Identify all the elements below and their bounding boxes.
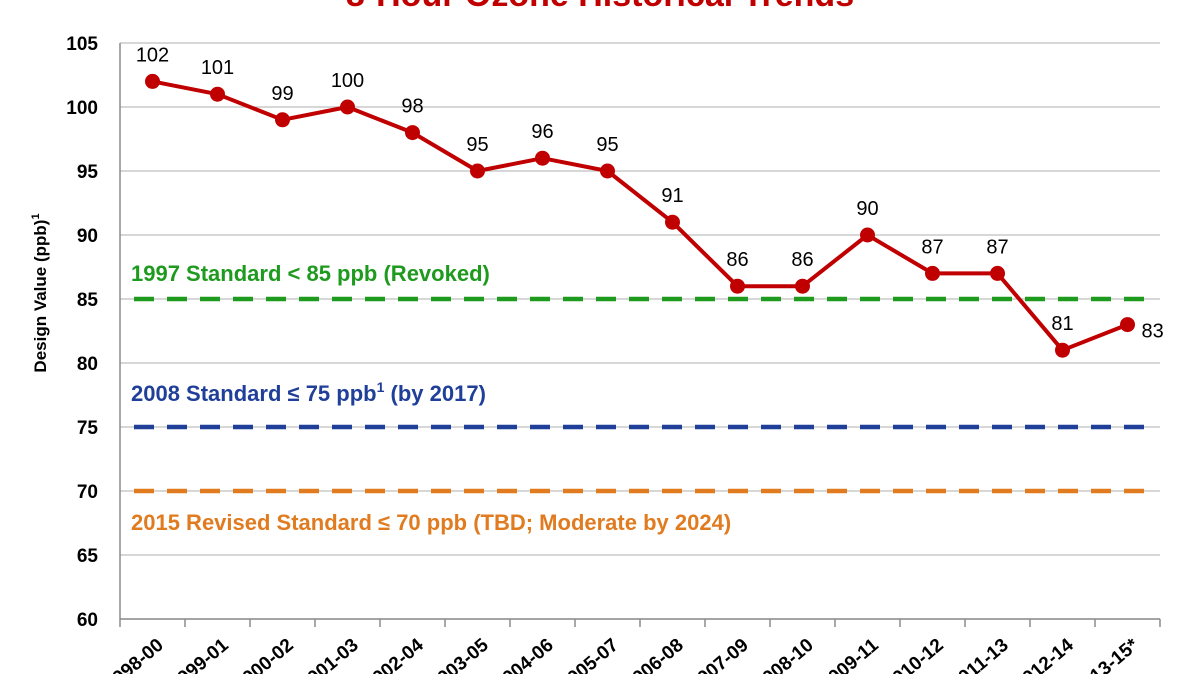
y-tick-label: 65 (77, 546, 99, 567)
data-point (730, 278, 745, 294)
data-point (470, 163, 485, 179)
reference-line-label: 2015 Revised Standard ≤ 70 ppb (TBD; Mod… (131, 510, 731, 535)
x-tick-label: 2003-05 (426, 634, 493, 674)
x-tick-label: 2005-07 (556, 635, 623, 674)
data-point (665, 214, 680, 230)
data-point (405, 125, 420, 141)
data-label: 86 (726, 249, 748, 271)
y-tick-label: 85 (77, 290, 99, 311)
data-label: 87 (921, 236, 943, 258)
reference-line-label-text: 2015 Revised Standard ≤ 70 ppb (TBD; Mod… (131, 510, 731, 535)
reference-line-label-superscript: 1 (377, 379, 385, 395)
x-tick-label: 2004-06 (491, 635, 558, 674)
x-tick-label: 2008-10 (751, 635, 818, 674)
y-tick-label: 75 (77, 418, 99, 439)
chart-title: 8-Hour Ozone Historical Trends (346, 0, 854, 14)
y-tick-label: 95 (77, 162, 99, 183)
data-point (600, 163, 615, 179)
data-point (340, 99, 355, 115)
data-point (860, 227, 875, 243)
y-tick-label: 80 (77, 354, 98, 375)
x-tick-label: 2012-14 (1011, 634, 1078, 674)
data-label: 91 (661, 185, 683, 207)
series-layer (145, 73, 1135, 358)
x-tick-label: 2007-09 (686, 635, 753, 674)
data-point (145, 73, 160, 89)
x-tick-label: 1998-00 (101, 635, 168, 674)
y-axis-label: Design Value (ppb)1 (30, 213, 50, 372)
data-label: 83 (1142, 321, 1164, 343)
y-tick-label: 90 (77, 226, 98, 247)
data-label: 87 (986, 236, 1008, 258)
reference-line-label-text: 1997 Standard < 85 ppb (Revoked) (131, 261, 490, 286)
y-tick-label: 105 (66, 34, 98, 55)
data-label: 90 (856, 198, 878, 220)
x-tick-label: 2013-15* (1070, 634, 1143, 674)
reference-line-label-suffix: (by 2017) (384, 381, 486, 406)
data-label: 100 (331, 70, 364, 92)
data-label: 81 (1051, 313, 1073, 335)
data-point (925, 265, 940, 281)
y-tick-label: 100 (66, 98, 98, 119)
data-point (210, 86, 225, 102)
y-tick-label: 60 (77, 610, 98, 631)
data-point (1055, 342, 1070, 358)
x-tick-label: 1999-01 (166, 634, 233, 674)
x-tick-label: 2000-02 (231, 635, 298, 674)
data-label: 96 (531, 121, 553, 143)
reference-lines (134, 296, 1150, 494)
data-point (275, 112, 290, 128)
x-tick-label: 2010-12 (881, 635, 948, 674)
reference-line-label-text: 2008 Standard ≤ 75 ppb (131, 381, 377, 406)
x-tick-label: 2011-13 (947, 635, 1013, 674)
y-axis-label-superscript: 1 (30, 213, 42, 219)
axes (119, 43, 1161, 627)
y-tick-label: 70 (77, 482, 98, 503)
data-label: 95 (596, 134, 618, 156)
data-label: 86 (791, 249, 813, 271)
data-label: 102 (136, 44, 169, 66)
data-point (795, 278, 810, 294)
data-label: 98 (401, 96, 423, 118)
x-tick-label: 2009-11 (817, 634, 883, 674)
data-point (535, 150, 550, 166)
reference-line-label: 2008 Standard ≤ 75 ppb1 (by 2017) (131, 379, 486, 406)
text-layer: 8-Hour Ozone Historical Trends Design Va… (30, 0, 1164, 679)
reference-line-label: 1997 Standard < 85 ppb (Revoked) (131, 261, 490, 286)
data-label: 99 (271, 83, 293, 105)
data-label: 101 (201, 57, 234, 79)
x-tick-label: 2006-08 (621, 635, 688, 674)
series-line (152, 79, 1129, 353)
y-axis-label-text: Design Value (ppb) (31, 220, 50, 373)
data-point (1120, 317, 1135, 333)
x-tick-label: 2001-03 (296, 635, 363, 674)
data-point (990, 265, 1005, 281)
x-tick-label: 2002-04 (361, 634, 428, 674)
data-label: 95 (466, 134, 488, 156)
